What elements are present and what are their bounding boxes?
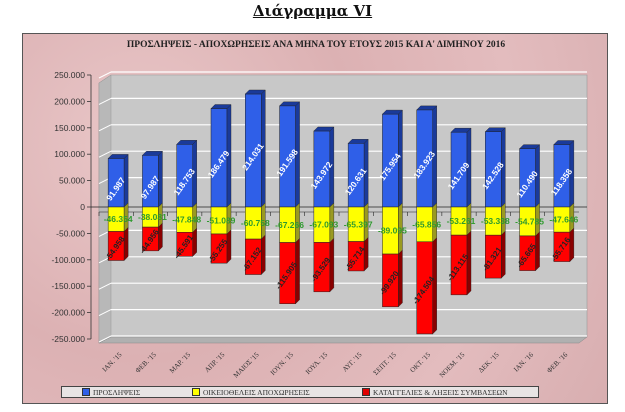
- gridline-side: [98, 282, 112, 290]
- plot-floor: [98, 336, 588, 344]
- legend-item-voluntary: ΟΙΚΕΙΟΘΕΛΕΙΣ ΑΠΟΧΩΡΗΣΕΙΣ: [192, 388, 362, 397]
- x-tick-label: ΦΕΒ. '16: [545, 350, 569, 374]
- bar-terminations-side: [226, 229, 232, 264]
- gridline-side: [98, 71, 112, 79]
- data-label-voluntary: -67.266: [275, 220, 304, 230]
- legend-label: ΠΡΟΣΛΗΨΕΙΣ: [93, 387, 141, 397]
- chart-plot: 250.000 200.000 150.000 100.000 50.000 0 -50.0…: [51, 70, 588, 380]
- x-tick-label: ΟΚΤ. '15: [409, 350, 433, 374]
- bar-terminations-side: [466, 230, 472, 296]
- y-tick-label: -250.000: [51, 334, 85, 344]
- legend-swatch-red: [362, 388, 370, 396]
- gridline-side: [98, 335, 112, 343]
- bar-hires-top: [244, 89, 266, 95]
- document-title: Διάγραμμα VI: [252, 2, 373, 20]
- bar-terminations-side: [432, 237, 437, 335]
- bar-hires-top: [347, 139, 369, 144]
- x-tick-label: ΙΟΥΛ. '15: [304, 350, 330, 376]
- data-label-voluntary: -46.354: [104, 214, 133, 224]
- legend-swatch-blue: [82, 388, 90, 396]
- bar-hires-top: [141, 151, 163, 156]
- data-label-voluntary: -53.338: [481, 216, 510, 226]
- y-tick-label: 250.000: [54, 70, 85, 80]
- y-tick-label: 100.000: [54, 149, 85, 159]
- y-tick-label: -200.000: [51, 308, 85, 318]
- legend-swatch-yellow: [192, 388, 200, 396]
- data-label-voluntary: -38.081: [138, 212, 167, 222]
- y-tick-label: -50.000: [56, 228, 85, 238]
- data-label-voluntary: -89.095: [378, 226, 407, 236]
- x-tick-label: ΙΑΝ. '15: [101, 350, 124, 373]
- x-tick-label: ΑΥΓ. '15: [341, 350, 364, 373]
- data-label-voluntary: -67.093: [309, 220, 338, 230]
- x-tick-label: ΑΠΡ. '15: [203, 350, 227, 374]
- bar-terminations-side: [123, 226, 129, 261]
- bar-hires-top: [519, 144, 541, 149]
- legend-label: ΚΑΤΑΓΓΕΛΙΕΣ & ΛΗΞΕΙΣ ΣΥΜΒΑΣΕΩΝ: [373, 387, 508, 397]
- data-label-voluntary: -65.397: [344, 219, 373, 229]
- data-label-voluntary: -51.089: [207, 215, 236, 225]
- data-label-voluntary: -53.261: [447, 216, 476, 226]
- x-tick-label: ΜΑΙΟΣ '15: [232, 350, 261, 379]
- bar-hires-top: [416, 105, 438, 111]
- gridline-side: [98, 150, 112, 158]
- gridline-side: [98, 97, 112, 105]
- x-tick-label: ΦΕΒ. '15: [134, 350, 158, 374]
- y-tick-label: 200.000: [54, 96, 85, 106]
- x-tick-label: ΔΕΚ. '15: [477, 350, 501, 374]
- plot-back-wall: [98, 74, 588, 344]
- legend-item-terminations: ΚΑΤΑΓΓΕΛΙΕΣ & ΛΗΞΕΙΣ ΣΥΜΒΑΣΕΩΝ: [362, 388, 508, 397]
- x-tick-label: ΜΑΡ. '15: [168, 350, 193, 375]
- y-tick-label: -150.000: [51, 281, 85, 291]
- bar-terminations-side: [535, 231, 540, 272]
- bar-hires-top: [176, 140, 198, 145]
- bar-hires-top: [484, 127, 506, 132]
- data-label-voluntary: -60.758: [241, 218, 270, 228]
- x-tick-label: ΣΕΠΤ. '15: [372, 350, 398, 376]
- bar-terminations-side: [295, 238, 300, 305]
- data-label-voluntary: -47.646: [549, 215, 578, 225]
- x-tick-label: ΙΑΝ. '16: [512, 350, 535, 373]
- bar-terminations-side: [569, 227, 575, 263]
- bar-terminations-side: [329, 237, 335, 293]
- bar-hires-top: [210, 104, 232, 109]
- data-label-voluntary: -47.848: [172, 215, 201, 225]
- bar-terminations-side: [261, 234, 266, 276]
- legend-item-hires: ΠΡΟΣΛΗΨΕΙΣ: [82, 388, 192, 397]
- bar-hires-top: [553, 140, 575, 145]
- bar-hires-top: [279, 101, 301, 107]
- y-tick-label: 150.000: [54, 123, 85, 133]
- bar-terminations-side: [398, 249, 403, 308]
- chart-title: ΠΡΟΣΛΗΨΕΙΣ - ΑΠΟΧΩΡΗΣΕΙΣ ΑΝΑ ΜΗΝΑ ΤΟΥ ΕΤ…: [126, 40, 506, 50]
- x-tick-label: ΙΟΥΝ. '15: [269, 350, 295, 376]
- data-label-voluntary: -65.856: [412, 219, 441, 229]
- chart-legend: ΠΡΟΣΛΗΨΕΙΣ ΟΙΚΕΙΟΘΕΛΕΙΣ ΑΠΟΧΩΡΗΣΕΙΣ ΚΑΤΑ…: [61, 386, 539, 398]
- bar-terminations-side: [363, 237, 369, 272]
- bar-hires-top: [313, 126, 335, 132]
- bar-hires-top: [107, 154, 129, 159]
- x-tick-label: ΝΟΕΜ. '15: [438, 350, 467, 379]
- y-tick-label: -100.000: [51, 255, 85, 265]
- y-tick-label: 50.000: [59, 176, 85, 186]
- gridline-side: [98, 124, 112, 132]
- bar-terminations-side: [192, 227, 197, 257]
- bar-hires-top: [450, 127, 472, 133]
- gridline-side: [98, 309, 112, 317]
- bar-terminations-side: [501, 230, 506, 279]
- y-tick-label: 0: [80, 202, 85, 212]
- chart-frame: ΠΡΟΣΛΗΨΕΙΣ - ΑΠΟΧΩΡΗΣΕΙΣ ΑΝΑ ΜΗΝΑ ΤΟΥ ΕΤ…: [22, 33, 608, 404]
- legend-label: ΟΙΚΕΙΟΘΕΛΕΙΣ ΑΠΟΧΩΡΗΣΕΙΣ: [203, 387, 310, 397]
- data-label-voluntary: -54.785: [515, 216, 544, 226]
- bar-hires-top: [381, 109, 403, 115]
- bar-terminations-side: [158, 222, 163, 252]
